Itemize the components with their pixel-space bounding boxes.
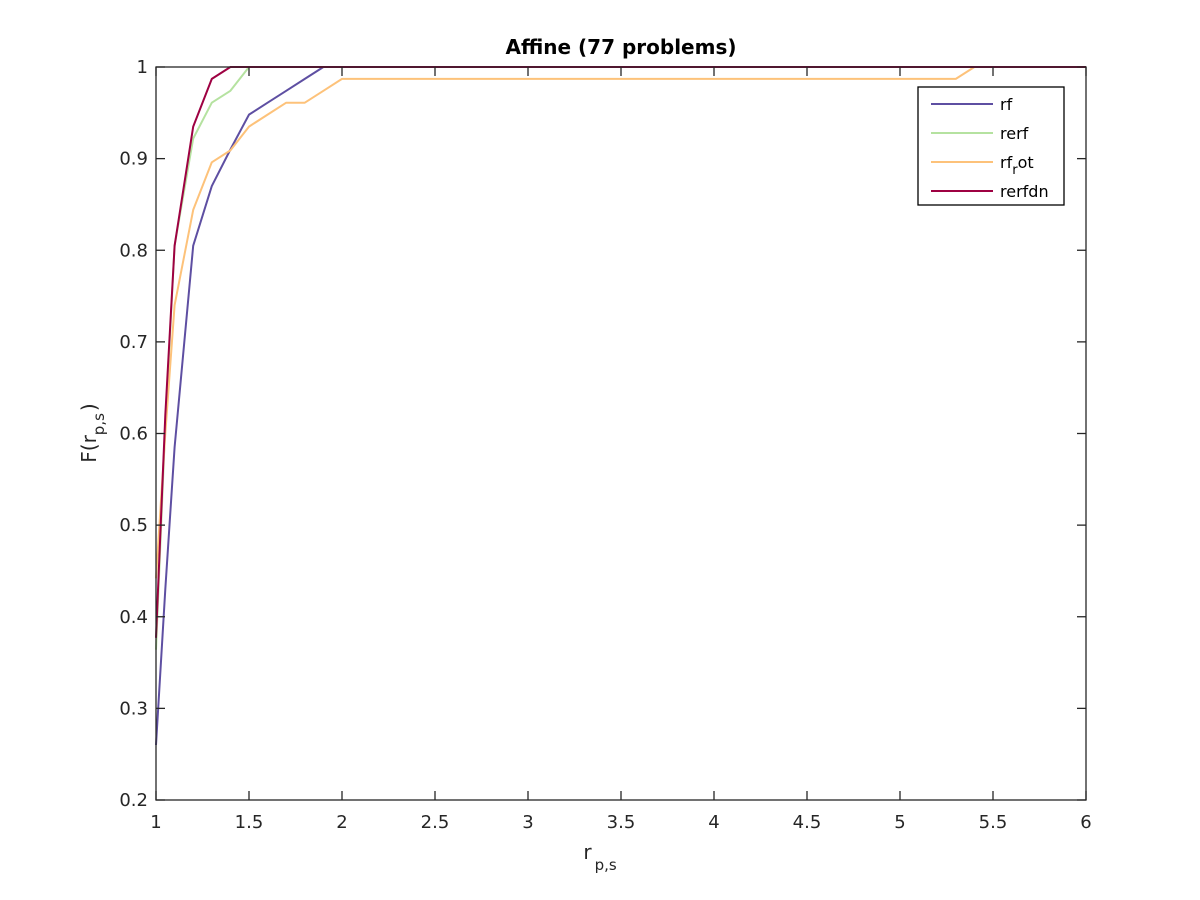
axes-box bbox=[155, 66, 1087, 801]
legend-label-rerfdn: rerfdn bbox=[1000, 182, 1049, 201]
ticks-layer: 1 1.5 2 2.5 3 3.5 4 4.5 5 5.5 6 0.2 0.3 0.4 0.5 0.6 0.7 0… bbox=[119, 57, 1091, 833]
y-axis-label: F(rp,s) bbox=[77, 403, 108, 462]
y-tick-label: 0.7 bbox=[119, 332, 148, 353]
x-tick-label: 4.5 bbox=[793, 812, 822, 833]
chart-title: Affine (77 problems) bbox=[505, 35, 736, 59]
x-tick-label: 3 bbox=[522, 812, 533, 833]
y-axis-label-suffix: ) bbox=[77, 403, 101, 411]
x-tick-label: 4 bbox=[708, 812, 719, 833]
y-tick-label: 0.9 bbox=[119, 149, 148, 170]
series-line-rf-rot bbox=[155, 66, 1086, 579]
x-axis-label-sub: p,s bbox=[595, 856, 617, 874]
x-tick-label: 1.5 bbox=[235, 812, 264, 833]
y-tick-label: 0.5 bbox=[119, 515, 148, 536]
y-axis-label-sub: p,s bbox=[90, 413, 108, 435]
y-tick-label: 0.2 bbox=[119, 790, 148, 811]
y-tick-label: 0.3 bbox=[119, 698, 148, 719]
x-tick-label: 3.5 bbox=[607, 812, 636, 833]
x-tick-label: 5.5 bbox=[979, 812, 1008, 833]
x-axis-label: rp,s bbox=[583, 840, 617, 874]
y-tick-label: 1 bbox=[137, 57, 148, 78]
legend-label-rf-rot: rfrot bbox=[1000, 153, 1034, 178]
legend-entries: rf rerf rfrot rerfdn bbox=[931, 95, 1049, 201]
y-tick-label: 0.6 bbox=[119, 424, 148, 445]
x-tick-label: 5 bbox=[894, 812, 905, 833]
y-axis-label-prefix: F(r bbox=[77, 434, 101, 462]
legend-label-rf: rf bbox=[1000, 95, 1013, 114]
legend-label-rerf: rerf bbox=[1000, 124, 1029, 143]
x-tick-label: 1 bbox=[150, 812, 161, 833]
y-tick-label: 0.4 bbox=[119, 607, 148, 628]
legend: rf rerf rfrot rerfdn bbox=[917, 86, 1065, 206]
legend-box bbox=[917, 86, 1065, 206]
y-tick-label: 0.8 bbox=[119, 240, 148, 261]
x-tick-label: 2.5 bbox=[421, 812, 450, 833]
x-tick-label: 2 bbox=[336, 812, 347, 833]
series-line-rf bbox=[155, 66, 1086, 746]
x-tick-label: 6 bbox=[1080, 812, 1091, 833]
x-axis-label-main: r bbox=[583, 840, 592, 864]
